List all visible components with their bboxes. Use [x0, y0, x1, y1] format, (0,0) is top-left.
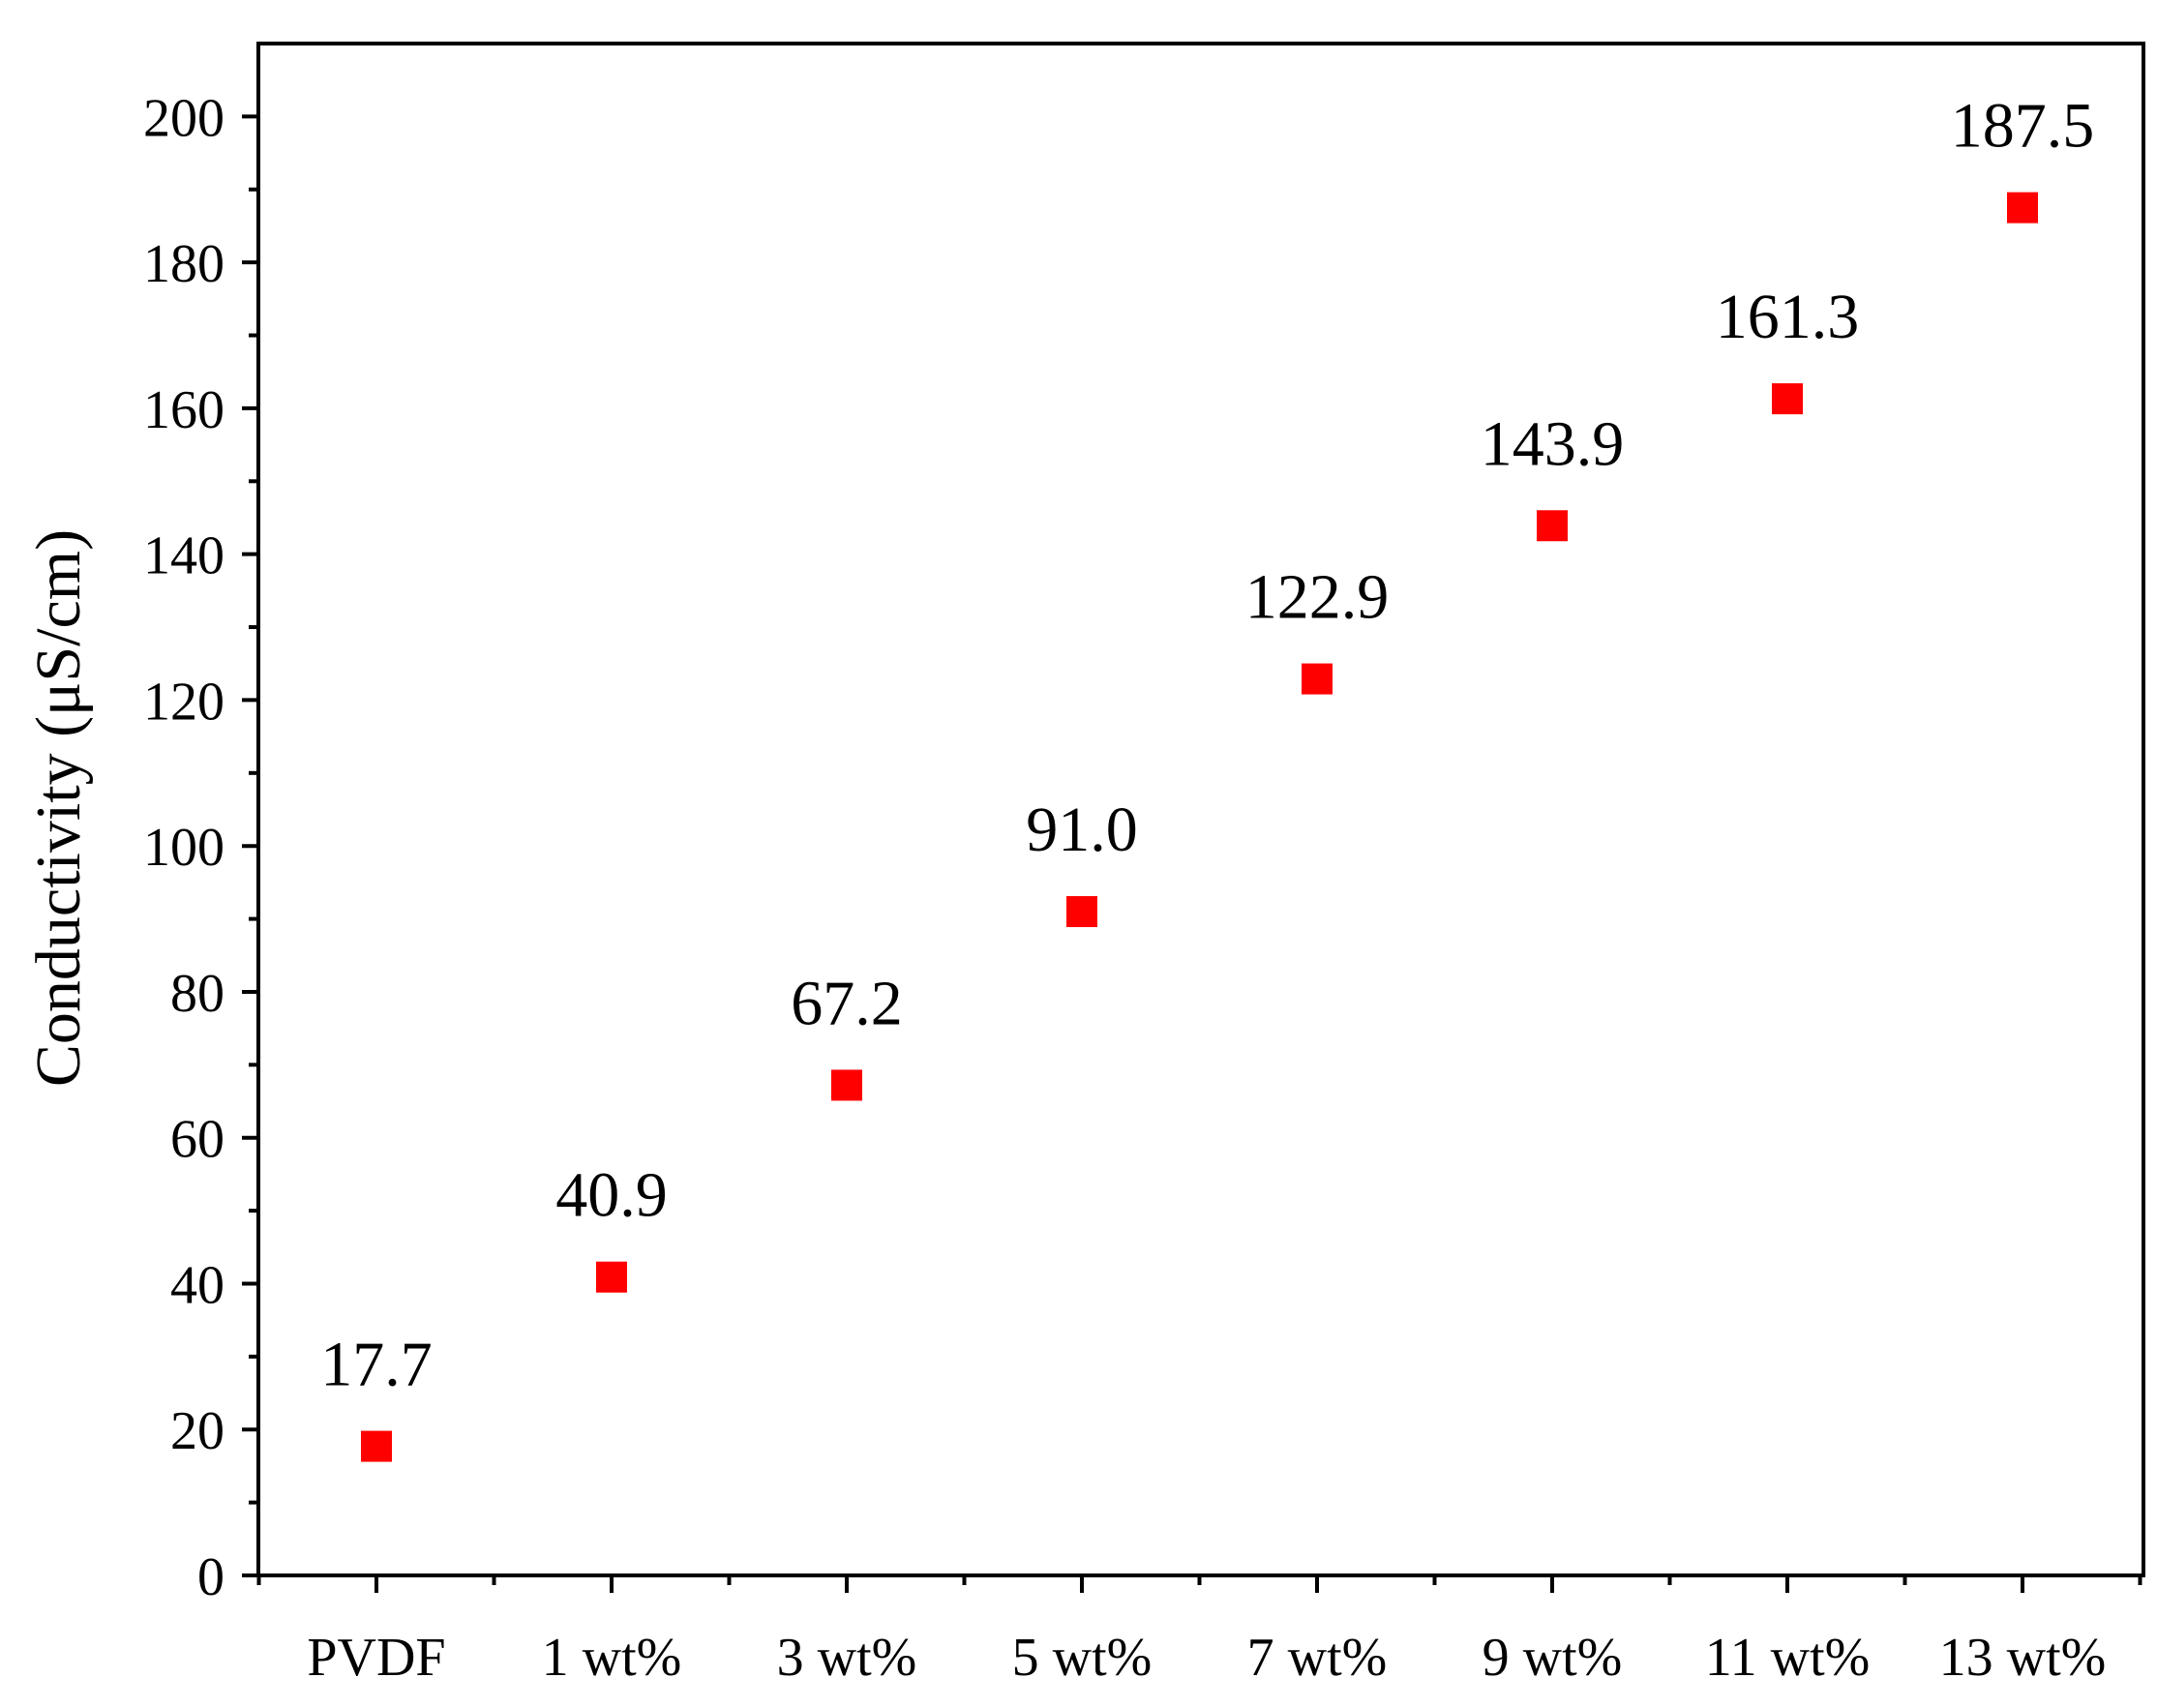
x-tick-label: 5 wt% — [1012, 1628, 1153, 1688]
data-value-label: 17.7 — [320, 1330, 433, 1400]
data-value-label: 161.3 — [1716, 282, 1860, 352]
y-tick-label: 140 — [143, 526, 225, 586]
data-value-label: 67.2 — [791, 968, 903, 1038]
data-point-marker — [1302, 663, 1333, 695]
y-tick-label: 80 — [170, 964, 225, 1024]
y-tick-label: 100 — [143, 818, 225, 878]
plot-frame — [256, 42, 2145, 1577]
data-points — [361, 192, 2038, 1462]
y-tick-label: 180 — [143, 234, 225, 294]
data-value-label: 143.9 — [1481, 408, 1625, 479]
plot-area-border — [256, 42, 2145, 1577]
data-point-marker — [831, 1069, 862, 1101]
data-point-marker — [1066, 896, 1097, 928]
data-labels: 17.7 40.9 67.2 91.0 122.9 143.9 161.3 187.5 — [320, 91, 2094, 1400]
x-tick-label: 13 wt% — [1939, 1628, 2107, 1688]
data-point-marker — [1772, 383, 1803, 415]
data-value-label: 122.9 — [1245, 562, 1390, 633]
y-tick-label: 40 — [170, 1255, 225, 1315]
y-axis-ticks: 0 20 40 60 80 100 120 140 160 180 200 — [143, 88, 258, 1607]
x-tick-label: 7 wt% — [1247, 1628, 1388, 1688]
data-value-label: 40.9 — [555, 1160, 668, 1231]
y-tick-label: 200 — [143, 88, 225, 148]
x-tick-label: PVDF — [307, 1628, 445, 1688]
x-axis-ticks: PVDF 1 wt% 3 wt% 5 wt% 7 wt% 9 wt% 11 wt% 13 wt… — [256, 1575, 2142, 1688]
data-point-marker — [2007, 192, 2038, 224]
data-point-marker — [596, 1261, 627, 1293]
y-tick-label: 120 — [143, 672, 225, 732]
x-tick-label: 11 wt% — [1705, 1628, 1871, 1688]
data-value-label: 187.5 — [1951, 91, 2095, 162]
y-tick-label: 60 — [170, 1110, 225, 1170]
data-value-label: 91.0 — [1026, 794, 1138, 865]
y-tick-label: 0 — [197, 1547, 225, 1607]
x-tick-label: 3 wt% — [777, 1628, 917, 1688]
data-point-marker — [361, 1430, 392, 1462]
x-tick-label: 9 wt% — [1483, 1628, 1623, 1688]
y-tick-label: 20 — [170, 1401, 225, 1461]
y-tick-label: 160 — [143, 380, 225, 440]
x-tick-label: 1 wt% — [542, 1628, 682, 1688]
data-point-marker — [1537, 510, 1568, 542]
y-axis-title: Conductivity (μS/cm) — [23, 529, 94, 1087]
